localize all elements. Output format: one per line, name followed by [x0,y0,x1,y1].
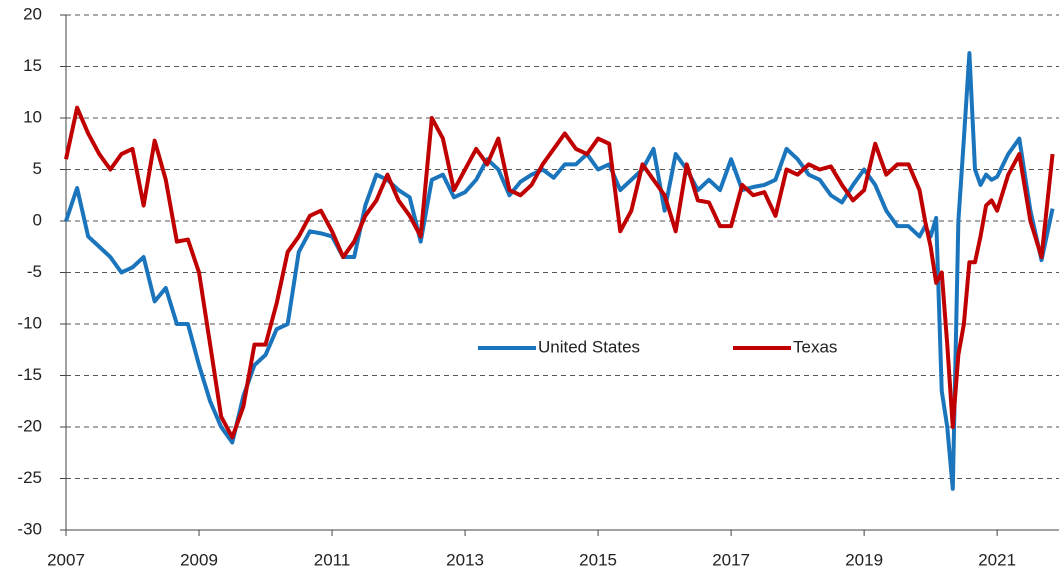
x-tick-label: 2013 [446,550,484,569]
x-tick-label: 2021 [978,550,1016,569]
y-tick-label: -30 [17,519,42,538]
x-tick-label: 2017 [712,550,750,569]
y-tick-label: -25 [17,468,42,487]
x-tick-label: 2019 [845,550,883,569]
legend-label: Texas [793,337,837,356]
series-line [64,105,1055,440]
y-tick-label: 0 [33,210,42,229]
y-tick-label: -10 [17,313,42,332]
x-tick-label: 2007 [47,550,85,569]
y-tick-label: 10 [23,107,42,126]
legend-label: United States [538,337,640,356]
y-tick-label: -15 [17,365,42,384]
y-tick-label: 5 [33,159,42,178]
y-tick-label: -20 [17,416,42,435]
y-tick-label: -5 [27,262,42,281]
x-tick-label: 2011 [314,550,351,569]
y-tick-label: 15 [23,56,42,75]
y-tick-label: 20 [23,4,42,23]
x-tick-label: 2015 [579,550,617,569]
x-tick-label: 2009 [180,550,218,569]
